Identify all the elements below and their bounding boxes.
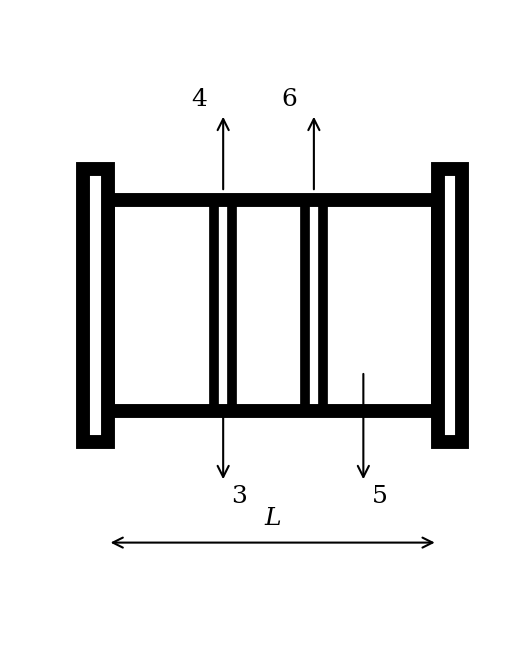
Text: 4: 4: [191, 88, 206, 111]
Text: 3: 3: [231, 485, 247, 508]
Bar: [437, 170, 462, 441]
Text: 5: 5: [371, 485, 387, 508]
Bar: [107, 200, 437, 411]
Text: L: L: [264, 507, 281, 530]
Bar: [83, 170, 107, 441]
Text: 6: 6: [281, 88, 297, 111]
